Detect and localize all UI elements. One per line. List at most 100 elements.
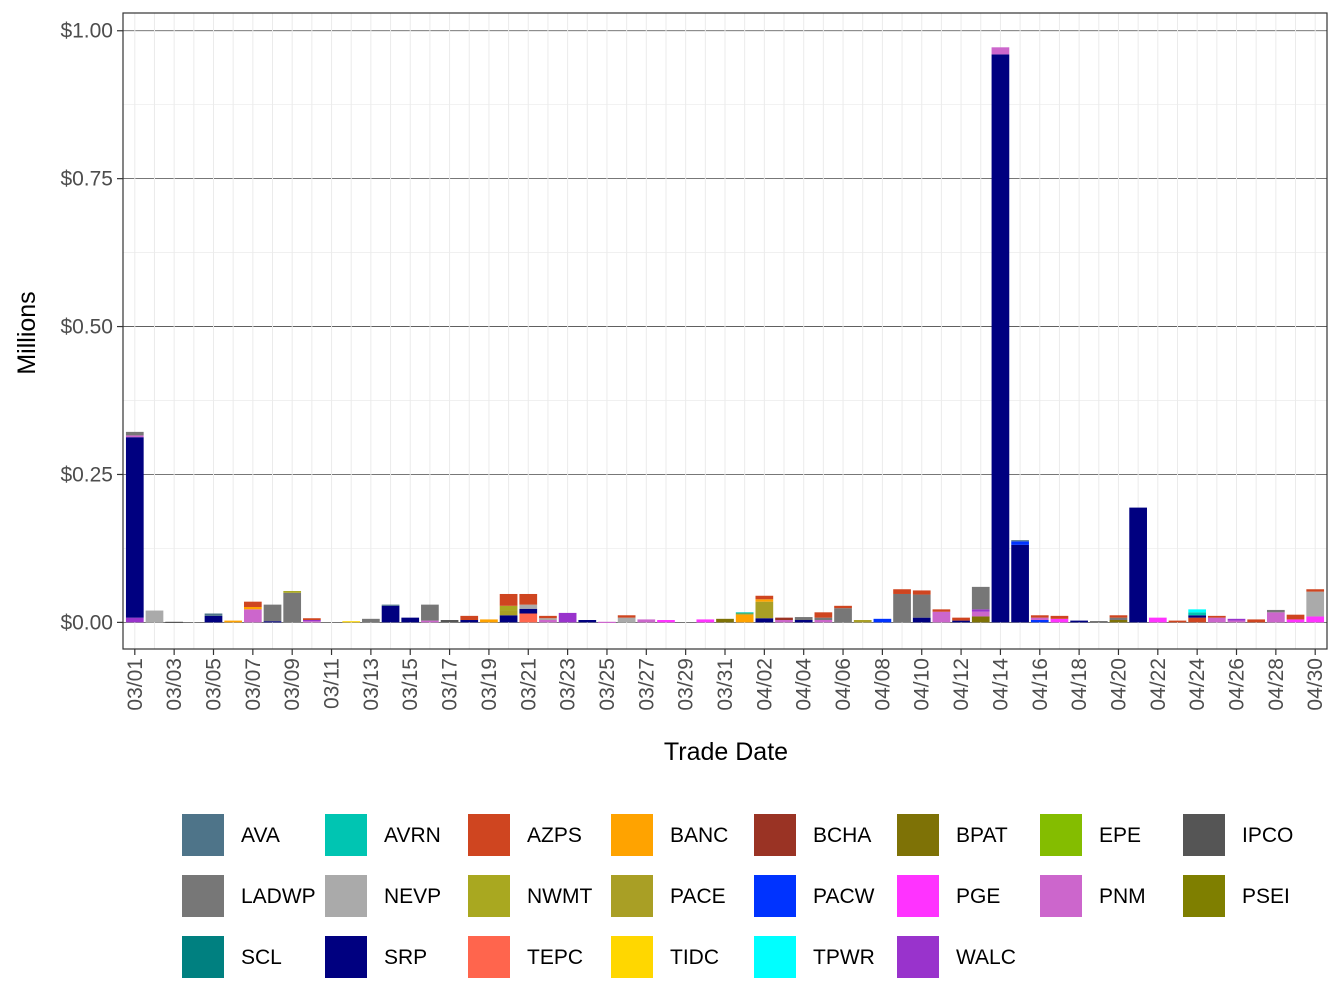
bar-stack [1286,614,1305,623]
bar-segment [893,593,911,623]
bar-segment [814,612,833,618]
bar-segment [263,604,282,622]
bar-stack [794,617,813,623]
bar-stack [912,590,931,623]
legend-label: SCL [241,946,282,969]
bar-segment [932,609,951,612]
bar-stack [991,47,1010,623]
legend-item: NWMT [468,875,592,917]
bar-segment [775,617,793,621]
bar-segment [1089,621,1108,623]
bar-segment [716,618,734,623]
legend-swatch [754,936,796,978]
x-tick-label: 03/07 [242,658,265,711]
x-tick-label: 03/21 [517,658,540,711]
legend-label: AVA [241,824,280,847]
legend-item: SCL [182,936,282,978]
legend-label: TPWR [813,946,875,969]
legend-swatch [182,814,224,856]
bar-stack [578,620,597,623]
bar-segment [539,618,557,621]
legend-item: IPCO [1183,814,1293,856]
bar-segment [1286,614,1305,620]
bar-segment [460,615,479,621]
x-tick-label: 04/24 [1186,658,1209,711]
legend-swatch [754,875,796,917]
bar-segment [1227,620,1246,623]
bar-segment [440,620,459,623]
bar-stack [1188,609,1207,623]
legend-item: TEPC [468,936,583,978]
bar-segment [224,620,243,623]
legend-item: BPAT [897,814,1008,856]
legend-item: BCHA [754,814,871,856]
bar-segment [873,618,892,623]
legend-item: PACE [611,875,726,917]
bar-stack [283,591,302,623]
bar-stack [1089,621,1108,623]
bar-segment [1207,617,1226,623]
major-gridlines [123,13,1327,649]
bar-stack [1247,619,1266,623]
x-tick-label: 03/13 [360,658,383,711]
legend-label: PACE [670,885,726,908]
bar-segment [735,613,754,615]
legend-label: PGE [956,885,1000,908]
bar-segment [912,617,931,623]
bar-stack [558,612,577,623]
bar-segment [971,616,990,623]
bar-stack [952,617,970,623]
bar-segment [735,614,754,623]
legend-label: IPCO [1242,824,1293,847]
legend-swatch [897,814,939,856]
bar-segment [834,608,852,623]
legend-label: AVRN [384,824,441,847]
bar-segment [145,610,164,623]
bar-stack [303,618,321,623]
bar-segment [204,615,223,623]
bar-stack [1109,615,1128,623]
bar-segment [735,612,754,614]
x-tick-label: 04/22 [1147,658,1170,711]
x-tick-label: 04/28 [1265,658,1288,711]
legend-label: PACW [813,885,875,908]
x-axis-title: Trade Date [664,738,788,766]
bar-segment [519,593,538,605]
bar-stack [1266,609,1285,623]
bar-stack [873,618,892,623]
bar-stack [1227,618,1246,623]
bar-segment [1227,618,1246,621]
legend-label: BCHA [813,824,871,847]
bar-segment [303,618,321,621]
legend-label: NWMT [527,885,592,908]
bar-stack [1050,615,1069,623]
bar-stack [598,621,616,623]
x-tick-label: 03/05 [202,658,225,711]
bar-segment [539,615,557,619]
x-tick-label: 03/11 [321,658,344,709]
bar-segment [1011,544,1029,623]
legend-item: AVA [182,814,280,856]
legend-item: PNM [1040,875,1146,917]
bar-segment [637,619,656,623]
y-tick-label: $1.00 [60,20,113,43]
bar-segment [243,606,262,610]
legend-swatch [182,875,224,917]
bar-stack [617,615,636,623]
bar-stack [165,621,184,623]
legend-swatch [325,814,367,856]
legend-item: LADWP [182,875,316,917]
bar-segment [283,592,302,623]
bar-segment [362,618,380,623]
bar-stack [1030,615,1049,623]
legend-item: AVRN [325,814,441,856]
legend-swatch [1183,814,1225,856]
bar-segment [1266,609,1285,613]
legend-swatch [1040,814,1082,856]
legend-label: WALC [956,946,1016,969]
legend-item: PACW [754,875,875,917]
bar-segment [1011,540,1029,542]
bar-segment [303,621,321,623]
bar-segment [814,617,833,621]
